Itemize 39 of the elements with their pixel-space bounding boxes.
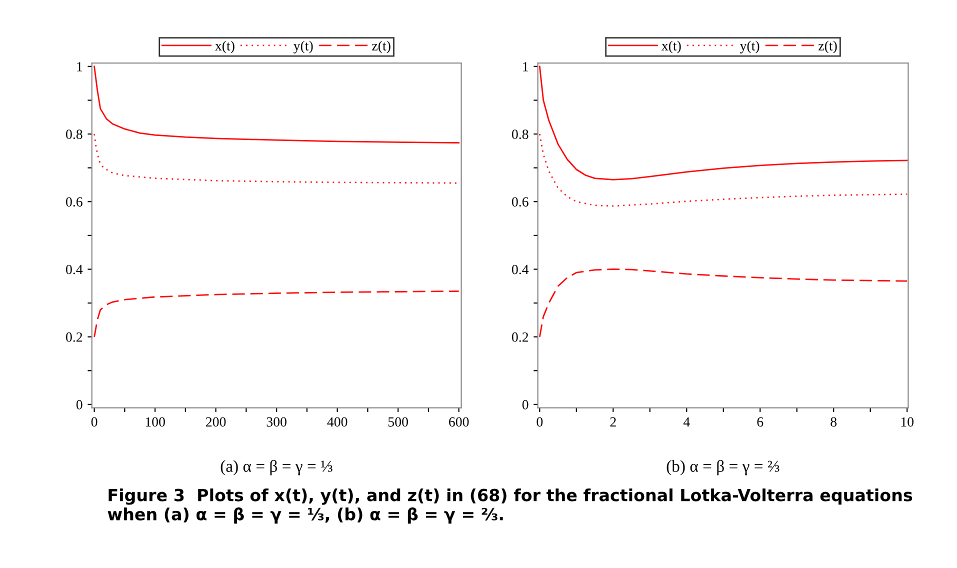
x-axis-title: (a) α = β = γ = ⅓: [220, 460, 332, 476]
legend-label: z(t): [372, 40, 390, 54]
y-tick-label: 0.2: [512, 332, 528, 342]
x-tick-label: 2: [610, 417, 616, 426]
legend-label: y(t): [740, 40, 760, 54]
y-tick-label: 1: [77, 62, 82, 72]
y-tick-label: 0.6: [512, 197, 528, 207]
line-series: [94, 290, 460, 338]
legend-label: x(t): [215, 40, 234, 54]
line-series: [94, 66, 460, 144]
y-tick-label: 0.8: [66, 130, 82, 140]
legend-label: y(t): [293, 40, 313, 54]
x-tick-label: 400: [327, 417, 348, 427]
x-tick-label: 600: [449, 417, 469, 427]
x-tick-label: 200: [206, 417, 226, 427]
x-tick-label: 6: [757, 417, 764, 427]
line-series: [538, 268, 908, 338]
y-tick-label: 0.4: [66, 264, 83, 274]
y-tick-label: 1: [523, 62, 528, 72]
x-tick-label: 10: [901, 417, 914, 427]
y-tick-label: 0.8: [512, 130, 528, 140]
x-tick-label: 8: [830, 417, 837, 427]
x-axis-title: (b) α = β = γ = ⅔: [666, 460, 780, 476]
caption: Figure 3 Plots of x(t), y(t), and z(t) in (68) for the fractional Lotka-Volterra equations when (a) α = β = γ = ⅓, (b) α = β = γ = ⅔.: [108, 488, 912, 524]
x-tick-label: 4: [683, 417, 690, 426]
y-tick-label: 0.2: [66, 332, 82, 342]
x-tick-label: 300: [266, 417, 286, 427]
legend-label: x(t): [662, 40, 681, 54]
y-tick-label: 0: [76, 400, 82, 410]
y-tick-label: 0: [522, 400, 528, 410]
line-series: [538, 66, 908, 180]
legend-label: z(t): [818, 40, 837, 54]
x-tick-label: 0: [91, 417, 98, 427]
x-tick-label: 100: [146, 417, 165, 427]
line-series: [538, 133, 908, 207]
x-tick-label: 500: [388, 417, 408, 427]
x-tick-label: 0: [536, 417, 543, 427]
y-tick-label: 0.6: [66, 197, 82, 207]
y-tick-label: 0.4: [512, 264, 529, 274]
